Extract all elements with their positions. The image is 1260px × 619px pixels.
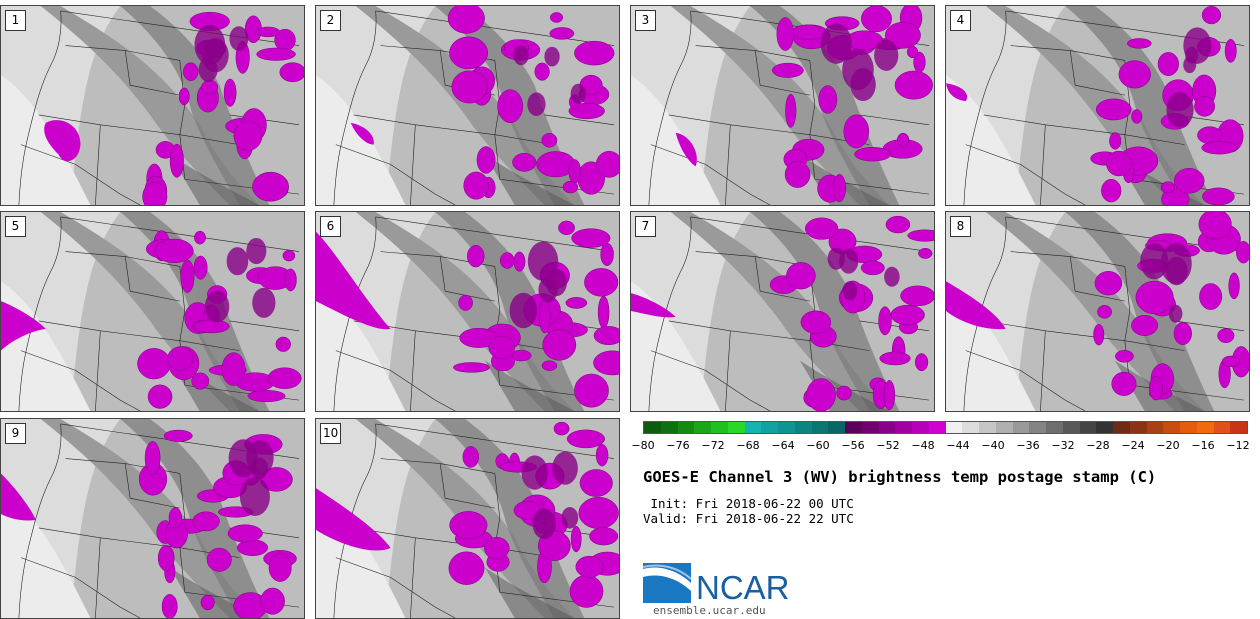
colorbar-swatch bbox=[744, 422, 762, 433]
colorbar-tick-label: −60 bbox=[806, 439, 830, 452]
ncar-logo: NCAR bbox=[642, 563, 790, 605]
map-panel-9: 9 bbox=[0, 418, 305, 619]
colorbar-swatch bbox=[845, 422, 862, 433]
colorbar-swatch bbox=[945, 422, 963, 433]
colorbar-swatch bbox=[1096, 422, 1113, 433]
colorbar-tick-label: −64 bbox=[771, 439, 795, 452]
colorbar-tick-label: −80 bbox=[631, 439, 655, 452]
colorbar-swatch bbox=[677, 422, 695, 433]
colorbar-swatch bbox=[778, 422, 795, 433]
colorbar-swatch bbox=[660, 422, 678, 433]
colorbar-swatch bbox=[1012, 422, 1030, 433]
map-panel-2: 2 bbox=[315, 5, 620, 206]
colorbar bbox=[643, 421, 1248, 434]
map-panel-8: 8 bbox=[945, 211, 1250, 412]
colorbar-swatch bbox=[1230, 422, 1247, 433]
colorbar-tick-label: −68 bbox=[736, 439, 760, 452]
colorbar-swatch bbox=[1113, 422, 1130, 433]
colorbar-tick-label: −16 bbox=[1191, 439, 1215, 452]
colorbar-tick-label: −20 bbox=[1156, 439, 1180, 452]
map-panel-10: 10 bbox=[315, 418, 620, 619]
colorbar-tick-label: −36 bbox=[1016, 439, 1040, 452]
colorbar-swatch bbox=[727, 422, 745, 433]
colorbar-swatch bbox=[1196, 422, 1214, 433]
map-panel-5: 5 bbox=[0, 211, 305, 412]
panel-number: 1 bbox=[5, 10, 26, 31]
colorbar-swatch bbox=[761, 422, 778, 433]
init-time: Init: Fri 2018-06-22 00 UTC bbox=[643, 496, 854, 511]
colorbar-swatch bbox=[1046, 422, 1063, 433]
colorbar-tick-label: −28 bbox=[1086, 439, 1110, 452]
colorbar-swatch bbox=[995, 422, 1013, 433]
panel-number: 9 bbox=[5, 423, 26, 444]
panel-number: 4 bbox=[950, 10, 971, 31]
colorbar-swatch bbox=[928, 422, 946, 433]
colorbar-tick-label: −56 bbox=[841, 439, 865, 452]
colorbar-swatch bbox=[694, 422, 711, 433]
colorbar-tick-label: −48 bbox=[911, 439, 935, 452]
panel-number: 7 bbox=[635, 216, 656, 237]
figure-title: GOES-E Channel 3 (WV) brightness temp po… bbox=[643, 468, 1157, 486]
colorbar-swatch bbox=[1146, 422, 1164, 433]
panel-number: 8 bbox=[950, 216, 971, 237]
website-url: ensemble.ucar.edu bbox=[653, 604, 766, 617]
colorbar-swatch bbox=[1129, 422, 1147, 433]
colorbar-swatch bbox=[962, 422, 979, 433]
colorbar-tick-label: −32 bbox=[1051, 439, 1075, 452]
colorbar-swatch bbox=[794, 422, 812, 433]
colorbar-tick-label: −72 bbox=[701, 439, 725, 452]
panel-number: 3 bbox=[635, 10, 656, 31]
colorbar-tick-label: −76 bbox=[666, 439, 690, 452]
colorbar-tick-labels: −80 −76 −72 −68 −64 −60 −56 −52 −48 −44 −40 −36 −32−… bbox=[631, 439, 1250, 455]
panel-number: 10 bbox=[320, 423, 342, 444]
valid-time: Valid: Fri 2018-06-22 22 UTC bbox=[643, 511, 854, 526]
map-panel-1: 1 bbox=[0, 5, 305, 206]
colorbar-swatch bbox=[1079, 422, 1097, 433]
colorbar-swatch bbox=[1163, 422, 1180, 433]
colorbar-tick-label: −24 bbox=[1121, 439, 1145, 452]
panel-number: 6 bbox=[320, 216, 341, 237]
colorbar-swatch bbox=[644, 422, 661, 433]
colorbar-swatch bbox=[1029, 422, 1046, 433]
colorbar-swatch bbox=[878, 422, 896, 433]
colorbar-swatch bbox=[711, 422, 728, 433]
colorbar-swatch bbox=[912, 422, 929, 433]
map-panel-6: 6 bbox=[315, 211, 620, 412]
colorbar-swatch bbox=[1213, 422, 1231, 433]
colorbar-tick-label: −52 bbox=[876, 439, 900, 452]
colorbar-swatch bbox=[811, 422, 829, 433]
colorbar-swatch bbox=[979, 422, 996, 433]
ncar-wordmark: NCAR bbox=[696, 569, 790, 605]
colorbar-tick-label: −40 bbox=[981, 439, 1005, 452]
map-panel-7: 7 bbox=[630, 211, 935, 412]
colorbar-swatch bbox=[861, 422, 879, 433]
colorbar-swatch bbox=[895, 422, 912, 433]
colorbar-swatch bbox=[1062, 422, 1080, 433]
panel-number: 5 bbox=[5, 216, 26, 237]
colorbar-swatch bbox=[828, 422, 845, 433]
colorbar-swatch bbox=[1180, 422, 1197, 433]
map-panel-3: 3 bbox=[630, 5, 935, 206]
map-panel-4: 4 bbox=[945, 5, 1250, 206]
colorbar-tick-label: −12 bbox=[1226, 439, 1250, 452]
colorbar-tick-label: −44 bbox=[946, 439, 970, 452]
panel-number: 2 bbox=[320, 10, 341, 31]
